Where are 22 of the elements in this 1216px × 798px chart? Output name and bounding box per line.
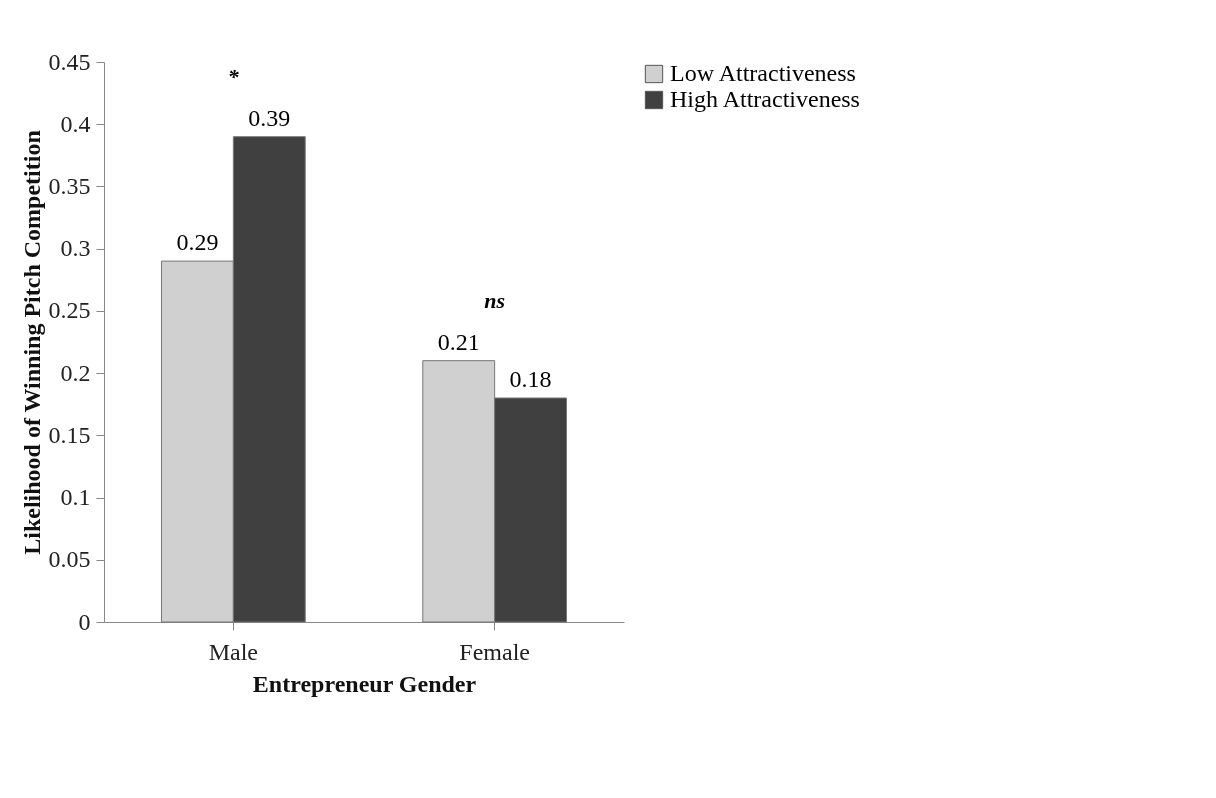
data-label: 0.21 bbox=[437, 328, 480, 355]
x-axis-title: Entrepreneur Gender bbox=[252, 670, 477, 697]
legend-label: Low Attractiveness bbox=[670, 60, 856, 86]
y-tick-label: 0 bbox=[78, 608, 91, 635]
x-tick-label: Female bbox=[459, 638, 530, 665]
x-tick-label: Male bbox=[208, 638, 258, 665]
data-label: 0.29 bbox=[176, 229, 219, 256]
y-tick-label: 0.15 bbox=[48, 421, 91, 448]
y-tick-label: 0.25 bbox=[48, 297, 91, 324]
y-tick-label: 0.2 bbox=[60, 359, 91, 386]
y-tick-label: 0.3 bbox=[60, 235, 91, 262]
y-tick-label: 0.35 bbox=[48, 172, 91, 199]
y-tick-label: 0.05 bbox=[48, 546, 91, 573]
data-label: 0.39 bbox=[248, 104, 291, 131]
data-label: 0.18 bbox=[509, 366, 552, 392]
annotation: ns bbox=[484, 287, 506, 313]
legend-label: High Attractiveness bbox=[670, 86, 860, 112]
y-axis-title: Likelihood of Winning Pitch Competition bbox=[18, 130, 45, 555]
annotation: * bbox=[227, 63, 240, 89]
y-tick-label: 0.4 bbox=[60, 110, 91, 137]
y-tick-label: 0.45 bbox=[48, 48, 91, 75]
y-tick-label: 0.1 bbox=[60, 484, 91, 511]
